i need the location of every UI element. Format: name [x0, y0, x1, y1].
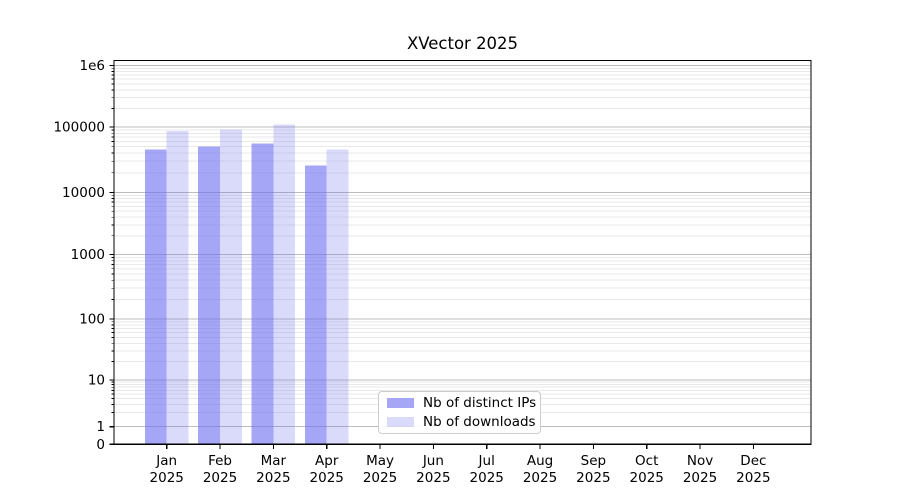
x-tick-label-year: 2025: [203, 470, 237, 486]
y-tick-label: 1: [96, 419, 105, 435]
bar-downloads-mar: [273, 124, 296, 445]
legend-item-distinct-ips: Nb of distinct IPs: [387, 395, 536, 411]
y-tick-label: 100: [79, 312, 105, 328]
legend-label-distinct-ips: Nb of distinct IPs: [423, 395, 537, 412]
bar-distinct-ips-feb: [198, 146, 221, 445]
x-tick-label-year: 2025: [256, 470, 290, 486]
bar-downloads-feb: [220, 129, 242, 445]
x-tick-label-month: Aug: [527, 453, 553, 469]
x-tick-label-month: Mar: [261, 453, 287, 469]
y-tick-label: 10: [88, 373, 105, 389]
x-tick-label-month: May: [366, 453, 394, 469]
axes-box: [113, 59, 812, 445]
bar-downloads-apr: [326, 149, 349, 445]
y-tick-label: 100000: [53, 120, 105, 136]
legend-swatch-distinct-ips-icon: [387, 398, 414, 409]
legend-item-downloads: Nb of downloads: [387, 414, 536, 430]
x-tick-label-month: Jan: [155, 453, 177, 469]
x-tick-label-year: 2025: [310, 470, 344, 486]
y-tick-label: 1000: [71, 247, 105, 263]
x-tick-label-month: Apr: [315, 453, 339, 469]
bar-distinct-ips-jan: [144, 149, 167, 445]
x-tick-label-year: 2025: [630, 470, 664, 486]
x-tick-label-month: Jun: [422, 453, 444, 469]
x-tick-label-month: Nov: [687, 453, 713, 469]
legend: Nb of distinct IPs Nb of downloads: [378, 391, 541, 434]
x-tick-label-year: 2025: [363, 470, 397, 486]
x-tick-label-year: 2025: [736, 470, 770, 486]
y-tick-label: 10000: [62, 185, 105, 201]
x-tick-label-year: 2025: [683, 470, 717, 486]
x-tick-label-month: Sep: [581, 453, 606, 469]
x-tick-label-month: Dec: [740, 453, 766, 469]
bar-distinct-ips-apr: [304, 165, 327, 445]
bar-downloads-jan: [166, 130, 189, 445]
x-tick-label-month: Oct: [635, 453, 658, 469]
x-tick-label-year: 2025: [576, 470, 610, 486]
x-tick-label-year: 2025: [416, 470, 450, 486]
chart-title: XVector 2025: [406, 34, 519, 53]
legend-swatch-downloads-icon: [387, 416, 414, 427]
x-tick-label-year: 2025: [523, 470, 557, 486]
bar-distinct-ips-mar: [251, 143, 274, 445]
x-tick-label-year: 2025: [470, 470, 504, 486]
y-tick-label: 0: [96, 437, 105, 453]
x-tick-label-month: Feb: [208, 453, 232, 469]
y-tick-label: 1e6: [80, 58, 105, 74]
x-tick-label-year: 2025: [150, 470, 184, 486]
legend-label-downloads: Nb of downloads: [423, 413, 536, 430]
x-tick-label-month: Jul: [478, 453, 495, 469]
